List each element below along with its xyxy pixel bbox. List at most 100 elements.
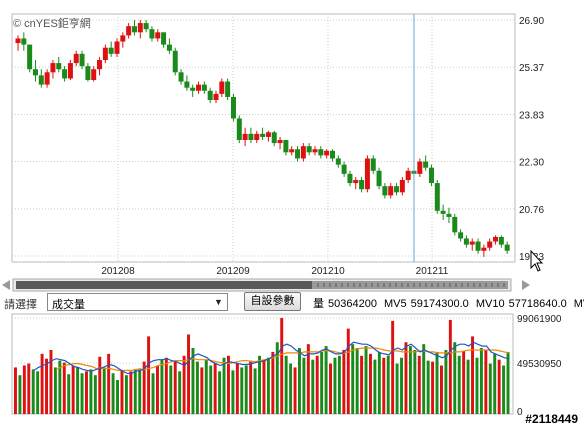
volume-bar bbox=[364, 346, 368, 414]
volume-bar bbox=[31, 369, 35, 414]
volume-bar bbox=[218, 371, 222, 414]
triangle-left-icon[interactable] bbox=[2, 280, 10, 290]
price-y-tick-label: 26.90 bbox=[519, 16, 544, 27]
candle-body bbox=[62, 69, 68, 79]
candle-body bbox=[452, 216, 458, 233]
candle-body bbox=[446, 213, 452, 217]
candle-body bbox=[347, 173, 353, 184]
volume-bar bbox=[14, 367, 17, 414]
volume-bar bbox=[453, 342, 457, 414]
candle-body bbox=[178, 72, 184, 82]
candle-body bbox=[417, 161, 423, 174]
candle-body bbox=[382, 186, 388, 196]
volume-bar bbox=[329, 363, 332, 414]
candle-body bbox=[248, 133, 254, 140]
candle-body bbox=[329, 150, 335, 159]
candle-body bbox=[364, 158, 370, 190]
candle-body bbox=[131, 26, 137, 33]
candle-body bbox=[21, 38, 27, 45]
volume-bar bbox=[404, 342, 408, 414]
volume-bar bbox=[80, 373, 84, 414]
volume-bar bbox=[444, 349, 448, 414]
scroll-thumb[interactable] bbox=[312, 281, 508, 289]
volume-bar bbox=[116, 380, 119, 414]
volume-y-tick-label: 99061900 bbox=[517, 314, 562, 325]
price-plot-frame bbox=[11, 13, 516, 263]
volume-bar bbox=[431, 361, 435, 414]
candle-body bbox=[108, 47, 114, 54]
settings-button[interactable]: 自設參數 bbox=[244, 292, 301, 311]
volume-bar bbox=[98, 356, 102, 414]
candle-body bbox=[475, 241, 481, 251]
watermark: © cnYES鉅亨網 bbox=[13, 18, 91, 30]
volume-bar bbox=[151, 373, 155, 414]
chevron-down-icon[interactable]: ▼ bbox=[214, 297, 223, 307]
volume-bar bbox=[302, 357, 306, 414]
volume-bar bbox=[448, 319, 452, 414]
volume-bar bbox=[102, 367, 106, 414]
candle-body bbox=[487, 241, 493, 248]
triangle-right-icon[interactable] bbox=[522, 280, 530, 290]
candle-body bbox=[300, 146, 306, 159]
candle-body bbox=[184, 81, 190, 88]
candle-body bbox=[149, 29, 155, 39]
volume-bar bbox=[413, 349, 417, 414]
candle-body bbox=[295, 149, 301, 159]
candle-body bbox=[161, 32, 167, 45]
candle-body bbox=[201, 84, 207, 91]
volume-bar bbox=[227, 355, 230, 414]
volume-bar bbox=[342, 349, 346, 414]
x-axis-month-label: 201209 bbox=[216, 266, 250, 277]
volume-bar bbox=[440, 365, 443, 414]
volume-bar bbox=[89, 369, 93, 414]
volume-bar bbox=[49, 349, 53, 414]
volume-bar bbox=[382, 357, 386, 414]
candle-body bbox=[306, 146, 312, 153]
mv10-value: 57718640.0 bbox=[508, 298, 567, 310]
volume-bar bbox=[58, 360, 62, 414]
volume-bar bbox=[360, 355, 364, 414]
volume-bar bbox=[466, 359, 470, 414]
candle-body bbox=[56, 63, 62, 70]
indicator-select[interactable]: 成交量 ▼ bbox=[47, 293, 228, 311]
volume-bar bbox=[400, 357, 403, 414]
volume-bar bbox=[107, 353, 111, 414]
candle-body bbox=[481, 247, 487, 251]
candle-body bbox=[440, 210, 446, 214]
volume-bar bbox=[93, 375, 97, 414]
volume-bar bbox=[311, 359, 315, 414]
volume-bar bbox=[195, 361, 199, 414]
candle-body bbox=[428, 167, 434, 184]
candle-body bbox=[50, 63, 56, 73]
candle-body bbox=[289, 149, 295, 153]
candle-body bbox=[219, 81, 225, 94]
candle-body bbox=[353, 180, 359, 184]
candle-body bbox=[143, 23, 149, 30]
candle-body bbox=[324, 150, 330, 156]
volume-bar bbox=[284, 355, 288, 414]
volume-bar bbox=[187, 334, 190, 414]
volume-value: 50364200 bbox=[328, 298, 377, 310]
volume-bar bbox=[124, 375, 128, 414]
volume-bar bbox=[213, 363, 217, 414]
volume-bar bbox=[67, 374, 71, 414]
indicator-toolbar: 請選擇 bbox=[0, 292, 584, 312]
arrow-cursor-icon bbox=[530, 249, 544, 272]
volume-bar bbox=[240, 367, 244, 414]
time-scrollbar[interactable] bbox=[2, 278, 530, 292]
volume-bar bbox=[422, 344, 426, 414]
candle-body bbox=[260, 133, 266, 137]
candle-body bbox=[91, 69, 97, 80]
candle-body bbox=[230, 96, 236, 119]
volume-bar bbox=[479, 348, 483, 414]
candle-body bbox=[498, 236, 504, 245]
volume-bar bbox=[315, 355, 319, 414]
volume-bar bbox=[351, 344, 355, 414]
volume-bar bbox=[386, 355, 390, 414]
volume-bar bbox=[391, 320, 395, 414]
volume-bar bbox=[235, 363, 239, 414]
candle-body bbox=[434, 183, 440, 211]
candle-body bbox=[155, 32, 161, 39]
volume-bar bbox=[231, 370, 235, 414]
volume-bar bbox=[173, 360, 177, 414]
